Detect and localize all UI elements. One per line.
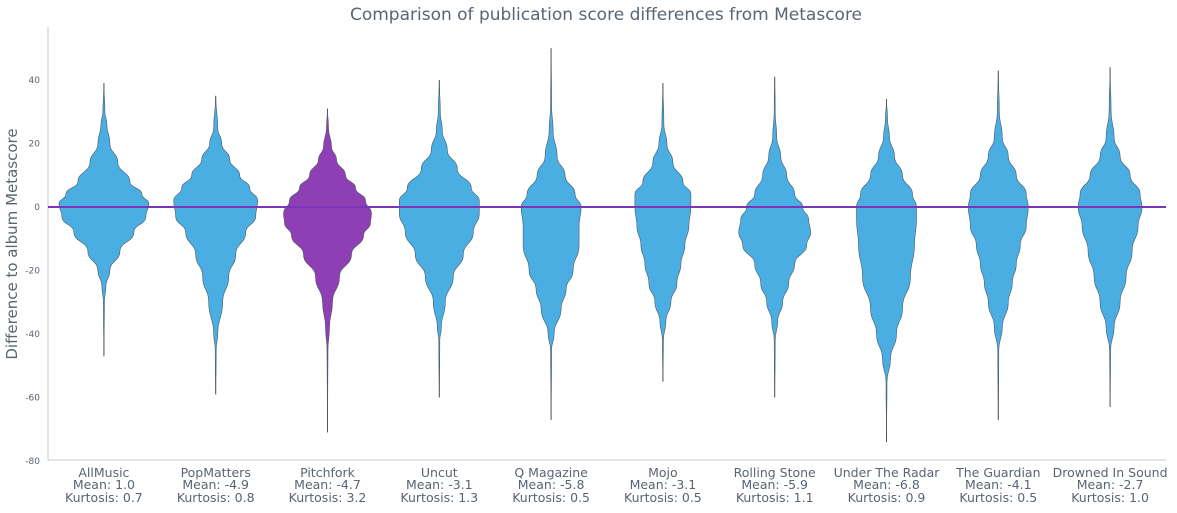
- x-label-kurtosis: Kurtosis: 0.7: [65, 490, 143, 505]
- violin-drowned-in-sound: [1077, 67, 1143, 408]
- x-label-kurtosis: Kurtosis: 0.5: [959, 490, 1037, 505]
- violin-body: [283, 108, 372, 433]
- x-label-kurtosis: Kurtosis: 0.9: [848, 490, 926, 505]
- x-label-kurtosis: Kurtosis: 3.2: [289, 490, 367, 505]
- x-label-name: Drowned In Sound: [1053, 465, 1168, 480]
- x-label-name: PopMatters: [181, 465, 251, 480]
- y-tick-label: -20: [25, 267, 40, 277]
- y-tick-label: 40: [29, 76, 41, 86]
- x-label-name: Pitchfork: [300, 465, 356, 480]
- violins-group: [58, 48, 1143, 443]
- x-label-name: Q Magazine: [514, 465, 588, 480]
- violin-body: [634, 83, 692, 382]
- violin-uncut: [398, 79, 480, 398]
- x-label-mean: Mean: -3.1: [406, 477, 473, 492]
- x-label-mean: Mean: -5.9: [741, 477, 808, 492]
- x-label-name: Mojo: [648, 465, 678, 480]
- violin-allmusic: [58, 83, 150, 357]
- violin-body: [58, 83, 150, 357]
- violin-body: [856, 99, 917, 443]
- violin-under-the-radar: [856, 99, 917, 443]
- violin-q-magazine: [520, 48, 582, 421]
- x-label-kurtosis: Kurtosis: 1.0: [1071, 490, 1149, 505]
- x-label-kurtosis: Kurtosis: 0.5: [512, 490, 590, 505]
- violin-the-guardian: [967, 70, 1029, 421]
- y-tick-label: -60: [25, 394, 40, 404]
- violin-popmatters: [173, 95, 259, 395]
- x-label-kurtosis: Kurtosis: 1.3: [400, 490, 478, 505]
- x-label-name: The Guardian: [955, 465, 1040, 480]
- y-tick-label: -40: [25, 330, 40, 340]
- violin-pitchfork: [283, 108, 372, 433]
- x-label-mean: Mean: -4.1: [965, 477, 1032, 492]
- x-label-mean: Mean: -2.7: [1077, 477, 1144, 492]
- y-ticks-group: 40 20 0 -20 -40 -60 -80: [25, 76, 40, 467]
- violin-body: [738, 76, 812, 398]
- x-label-mean: Mean: -5.8: [518, 477, 585, 492]
- x-label-kurtosis: Kurtosis: 0.5: [624, 490, 702, 505]
- x-label-kurtosis: Kurtosis: 1.1: [736, 490, 814, 505]
- x-label-name: AllMusic: [78, 465, 129, 480]
- y-tick-label: -80: [25, 457, 40, 467]
- x-label-mean: Mean: -4.9: [182, 477, 249, 492]
- violin-body: [520, 48, 582, 421]
- violin-mojo: [634, 83, 692, 382]
- y-tick-label: 20: [29, 140, 41, 150]
- x-label-name: Rolling Stone: [734, 465, 816, 480]
- x-label-mean: Mean: -6.8: [853, 477, 920, 492]
- x-label-mean: Mean: 1.0: [73, 477, 135, 492]
- x-label-mean: Mean: -4.7: [294, 477, 361, 492]
- x-label-name: Under The Radar: [834, 465, 941, 480]
- violin-body: [173, 95, 259, 395]
- y-tick-label: 0: [34, 203, 40, 213]
- x-label-mean: Mean: -3.1: [630, 477, 697, 492]
- chart-title: Comparison of publication score differen…: [350, 5, 862, 25]
- violin-rolling-stone: [738, 76, 812, 398]
- x-label-name: Uncut: [421, 465, 458, 480]
- violin-body: [967, 70, 1029, 421]
- violin-body: [1077, 67, 1143, 408]
- x-label-kurtosis: Kurtosis: 0.8: [177, 490, 255, 505]
- y-axis-label: Difference to album Metascore: [3, 128, 21, 359]
- violin-body: [398, 79, 480, 398]
